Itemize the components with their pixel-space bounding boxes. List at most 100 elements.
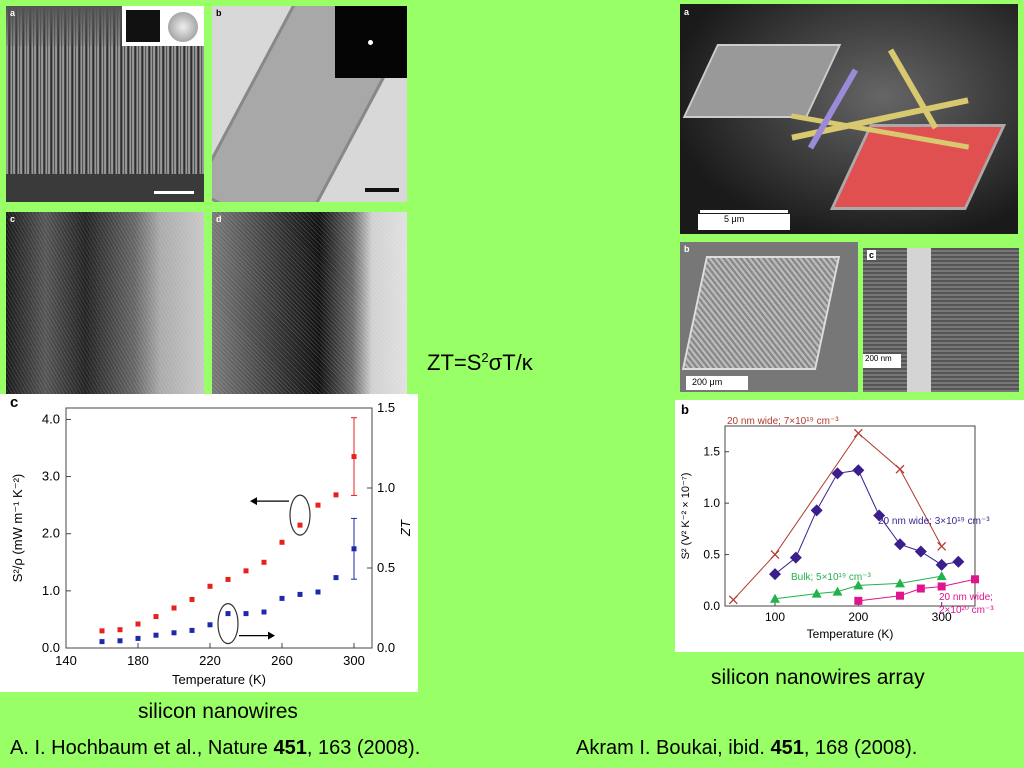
series-label: 2×10²⁰ cm⁻³	[939, 605, 994, 616]
plot-frame	[724, 425, 976, 607]
data-point	[261, 609, 267, 615]
x-tick-label: 180	[127, 653, 149, 668]
data-point	[351, 546, 357, 552]
data-point-diamond	[914, 545, 927, 558]
y2-axis-label: ZT	[398, 519, 413, 537]
x-axis-label: Temperature (K)	[172, 672, 266, 687]
data-point	[189, 627, 195, 633]
x-tick-label: 140	[55, 653, 77, 668]
reference-boukai-authors: Akram I. Boukai, ibid.	[576, 737, 771, 759]
data-point	[171, 630, 177, 636]
data-point-x	[937, 541, 947, 551]
data-point	[135, 621, 141, 627]
caption-silicon-nanowires: silicon nanowires	[138, 700, 298, 723]
y-tick-label: 1.0	[703, 496, 720, 510]
nanowire-array-chip-image: 200 μm b	[680, 242, 858, 392]
panel-label-b: b	[216, 8, 222, 18]
data-point-triangle	[853, 580, 864, 590]
data-point	[153, 614, 159, 620]
x-tick-label: 200	[848, 610, 868, 624]
annotation-ellipse	[289, 494, 311, 536]
y2-tick-label: 1.5	[377, 400, 395, 415]
x-tick-label: 300	[932, 610, 952, 624]
y2-tick-label: 0.5	[377, 560, 395, 575]
panel-label-d: d	[216, 214, 222, 224]
reference-hochbaum-pages: , 163 (2008).	[306, 737, 421, 759]
data-point	[117, 638, 123, 644]
data-point	[225, 611, 231, 617]
panel-label-b-right: b	[684, 244, 690, 254]
reference-boukai-volume: 451	[770, 737, 804, 759]
data-point	[297, 522, 303, 528]
y-tick-label: 0.5	[703, 548, 720, 562]
data-point	[189, 596, 195, 602]
reference-boukai: Akram I. Boukai, ibid. 451, 168 (2008).	[576, 737, 917, 760]
series-label: 20 nm wide; 3×10¹⁹ cm⁻³	[878, 516, 990, 527]
data-point	[207, 622, 213, 628]
scalebar-label-c: 200 nm	[865, 354, 892, 363]
data-point	[99, 639, 105, 645]
caption-silicon-nanowires-array: silicon nanowires array	[711, 666, 925, 689]
y-tick-label: 1.0	[42, 583, 60, 598]
x-tick-label: 220	[199, 653, 221, 668]
nanowire-array-sem-image: a	[6, 6, 204, 202]
formula-prefix: ZT=S	[427, 350, 482, 375]
annotation-arrowhead-left	[250, 497, 257, 506]
data-point	[117, 627, 123, 633]
series-label: 20 nm wide; 7×10¹⁹ cm⁻³	[727, 416, 839, 427]
y-axis-label: S²/ρ (mW m⁻¹ K⁻²)	[10, 474, 25, 582]
y-tick-label: 4.0	[42, 411, 60, 426]
data-point	[99, 628, 105, 634]
seebeck-squared-chart: 100 200 300 0.0 0.5 1.0 1.5 Temperature (K) S² (…	[680, 416, 994, 641]
nanowire-hrtem-image-c: c	[6, 212, 204, 396]
reference-boukai-pages: , 168 (2008).	[803, 737, 918, 759]
data-point	[243, 611, 249, 617]
data-point	[171, 605, 177, 611]
data-point	[297, 591, 303, 597]
data-point-x	[853, 428, 863, 438]
data-point-square	[971, 575, 979, 584]
panel-label-c: c	[10, 214, 16, 224]
device-sem-image: 5 μm a	[680, 4, 1018, 234]
y-tick-label: 2.0	[42, 526, 60, 541]
nanowire-tem-image: b	[212, 6, 407, 202]
scalebar-label-a: 5 μm	[724, 214, 745, 224]
plot-frame	[65, 407, 373, 649]
data-point-square	[937, 582, 946, 591]
left-chart-box: 140 180 220 260 300 0.0 1.0 2.0 3.0 4.0 0.0 0.5 1.0 1…	[0, 394, 418, 692]
chart-b-label: b	[681, 402, 689, 417]
data-point	[225, 576, 231, 582]
data-point-square	[916, 584, 925, 593]
data-point-diamond	[873, 509, 886, 522]
data-point-x	[728, 595, 738, 605]
reference-hochbaum-volume: 451	[273, 737, 307, 759]
data-point-triangle	[895, 578, 905, 588]
data-point-triangle	[811, 588, 822, 598]
x-tick-label: 300	[343, 653, 365, 668]
formula-exponent: 2	[481, 350, 489, 365]
y-tick-label: 1.5	[703, 445, 720, 459]
annotation-ellipse	[217, 603, 239, 645]
data-point-diamond	[831, 467, 844, 480]
right-chart-box: 100 200 300 0.0 0.5 1.0 1.5 Temperature (K) S² (…	[675, 400, 1024, 652]
x-axis-label: Temperature (K)	[807, 627, 894, 641]
reference-hochbaum-authors: A. I. Hochbaum et al., Nature	[10, 737, 274, 759]
data-point-x	[770, 550, 780, 560]
y-tick-label: 0.0	[42, 640, 60, 655]
data-point	[135, 635, 141, 641]
scalebar-label-b: 200 μm	[692, 377, 723, 387]
data-point	[315, 589, 321, 595]
data-point-diamond	[894, 538, 906, 551]
y-axis-label: S² (V² K⁻² × 10⁻⁷)	[680, 473, 692, 560]
data-point-diamond	[952, 555, 965, 568]
data-point-square	[896, 591, 904, 600]
y-tick-label: 3.0	[42, 469, 60, 484]
data-point	[315, 502, 321, 508]
chart-c-label: c	[10, 394, 19, 411]
reference-hochbaum: A. I. Hochbaum et al., Nature 451, 163 (…	[10, 737, 420, 760]
data-point-diamond	[789, 551, 802, 564]
data-point-triangle	[770, 593, 780, 603]
data-point-triangle	[936, 571, 947, 581]
x-tick-label: 260	[271, 653, 293, 668]
zt-formula: ZT=S2σT/κ	[427, 350, 533, 376]
